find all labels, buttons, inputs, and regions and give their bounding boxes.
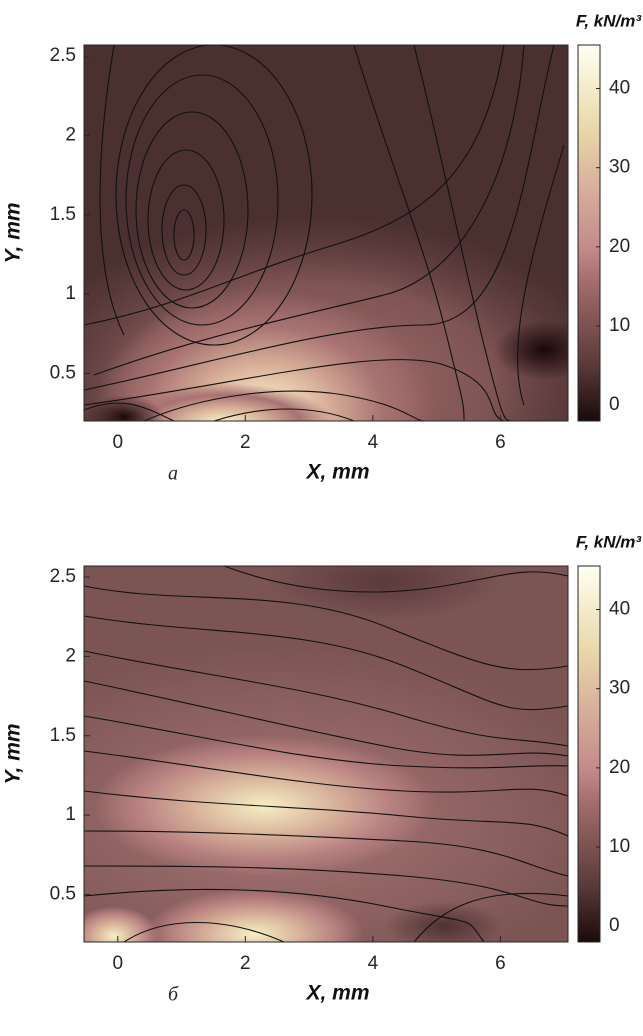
field-a [84, 45, 568, 421]
colorbar [577, 44, 601, 422]
y-tick-label: 2.5 [50, 566, 76, 587]
axes-frame [83, 44, 569, 422]
colorbar-tick-label: 30 [609, 157, 630, 178]
x-tick-label: 2 [240, 953, 251, 974]
y-tick-label: 2 [65, 645, 76, 666]
y-tick-label: 0.5 [50, 362, 76, 383]
y-tick-label: 1 [65, 283, 76, 304]
colorbar [577, 565, 601, 943]
x-tick-label: 6 [495, 432, 506, 453]
colorbar-tick-label: 30 [609, 678, 630, 699]
panel-label: а [168, 463, 178, 485]
colorbar-tick-label: 10 [609, 315, 630, 336]
y-tick-label: 1.5 [50, 204, 76, 225]
y-tick-label: 2 [65, 124, 76, 145]
colorbar-tick-label: 40 [609, 78, 630, 99]
colorbar-tick-label: 0 [609, 915, 620, 936]
axes-frame [83, 565, 569, 943]
colorbar-tick-label: 40 [609, 599, 630, 620]
colorbar-title: F, kN/m³ [576, 532, 643, 551]
x-axis-label: X, mm [305, 461, 369, 484]
x-axis-label: X, mm [305, 982, 369, 1005]
y-tick-label: 0.5 [50, 883, 76, 904]
colorbar-tick-label: 10 [609, 836, 630, 857]
y-tick-label: 2.5 [50, 45, 76, 66]
x-tick-label: 0 [113, 953, 124, 974]
y-tick-label: 1 [65, 804, 76, 825]
x-tick-label: 6 [495, 953, 506, 974]
colorbar-title: F, kN/m³ [576, 11, 643, 30]
x-tick-label: 4 [368, 432, 379, 453]
colorbar-tick-label: 20 [609, 757, 630, 778]
panel-label: б [168, 984, 179, 1006]
y-axis-label: Y, mm [2, 202, 25, 263]
y-axis-label: Y, mm [2, 723, 25, 784]
field-b [84, 566, 568, 942]
x-tick-label: 4 [368, 953, 379, 974]
y-tick-label: 1.5 [50, 725, 76, 746]
colorbar-tick-label: 20 [609, 236, 630, 257]
colorbar-tick-label: 0 [609, 394, 620, 415]
x-tick-label: 0 [113, 432, 124, 453]
x-tick-label: 2 [240, 432, 251, 453]
